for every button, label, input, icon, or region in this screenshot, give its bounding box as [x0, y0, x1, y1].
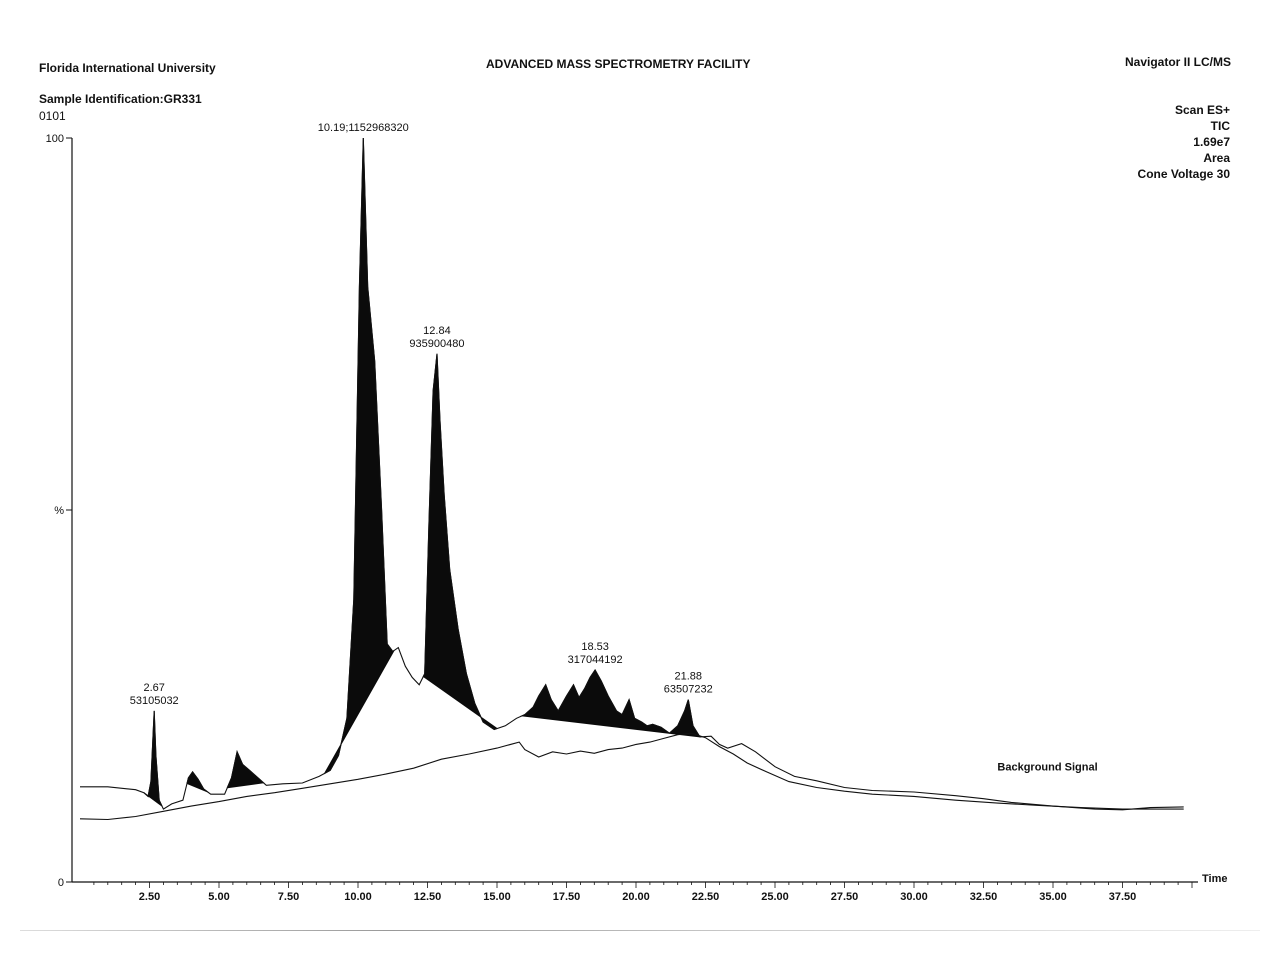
- x-tick-label: 2.50: [139, 891, 160, 903]
- tic-trace: [80, 137, 1184, 811]
- integrated-peak-area: [323, 137, 395, 775]
- scan-info-block: Scan ES+ TIC 1.69e7 Area Cone Voltage 30: [1138, 102, 1230, 182]
- y-tick-label: %: [54, 505, 64, 517]
- integrated-peak-area: [143, 710, 163, 807]
- x-tick-label: 25.00: [761, 891, 789, 903]
- peak-retention-time: 18.53: [581, 641, 609, 653]
- peak-retention-time: 10.19;1152968320: [318, 122, 409, 134]
- scan-mode: Scan ES+: [1174, 103, 1230, 117]
- x-tick-label: 22.50: [692, 891, 720, 903]
- x-axis-label: Time: [1202, 873, 1227, 885]
- y-tick-label: 100: [46, 133, 64, 145]
- scan-edge-line: [20, 930, 1260, 931]
- institution-name: Florida International University: [39, 61, 216, 75]
- peak-area: 63507232: [664, 684, 713, 696]
- trace-type: TIC: [1210, 119, 1230, 133]
- peak-retention-time: 2.67: [144, 682, 165, 694]
- y-tick-label: 0: [58, 877, 64, 889]
- integration-mode: Area: [1203, 151, 1230, 165]
- peak-retention-time: 12.84: [423, 325, 451, 337]
- background-signal-label: Background Signal: [997, 761, 1097, 773]
- peak-area: 935900480: [409, 338, 464, 350]
- x-tick-label: 20.00: [622, 891, 650, 903]
- x-tick-label: 7.50: [278, 891, 299, 903]
- x-tick-label: 30.00: [900, 891, 928, 903]
- x-tick-label: 15.00: [483, 891, 511, 903]
- x-tick-label: 35.00: [1039, 891, 1067, 903]
- peak-area: 53105032: [130, 695, 179, 707]
- instrument-name: Navigator II LC/MS: [1124, 55, 1231, 69]
- run-id: 0101: [39, 109, 66, 123]
- facility-title: ADVANCED MASS SPECTROMETRY FACILITY: [486, 57, 751, 71]
- integrated-peak-area: [520, 669, 701, 738]
- sample-identification: Sample Identification:GR331: [39, 92, 202, 106]
- peak-retention-time: 21.88: [674, 671, 702, 683]
- x-tick-label: 37.50: [1109, 891, 1137, 903]
- x-tick-label: 17.50: [553, 891, 581, 903]
- integrated-peak-area: [422, 353, 499, 731]
- x-tick-label: 5.00: [208, 891, 229, 903]
- peak-area: 317044192: [568, 654, 623, 666]
- x-tick-label: 32.50: [970, 891, 998, 903]
- cone-voltage: Cone Voltage 30: [1137, 167, 1230, 181]
- x-tick-label: 10.00: [344, 891, 372, 903]
- x-tick-label: 12.50: [414, 891, 442, 903]
- x-tick-label: 27.50: [831, 891, 859, 903]
- background-signal-trace: [79, 732, 1184, 821]
- max-intensity: 1.69e7: [1193, 135, 1230, 149]
